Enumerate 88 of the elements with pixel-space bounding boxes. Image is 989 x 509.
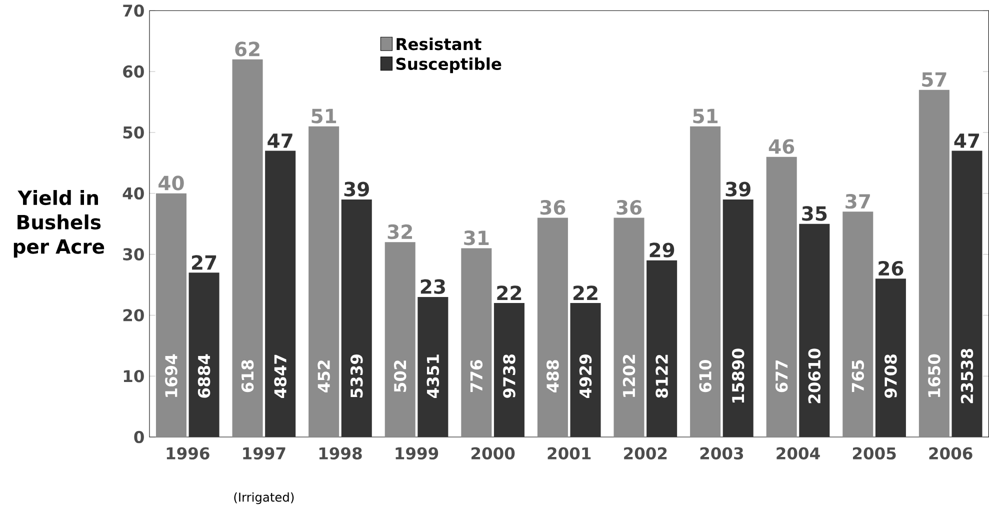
annotation: 452 xyxy=(318,360,330,393)
data-label: 36 xyxy=(616,200,642,215)
bar xyxy=(614,218,644,438)
bar xyxy=(766,157,797,438)
annotation: 9708 xyxy=(884,354,897,398)
bar xyxy=(494,303,524,438)
bar xyxy=(722,200,754,438)
data-label: 51 xyxy=(693,109,718,124)
data-label: 47 xyxy=(954,134,980,148)
y-tick-label: 0 xyxy=(134,431,144,444)
bar xyxy=(461,248,492,438)
annotation: 4847 xyxy=(274,354,286,398)
data-label: 39 xyxy=(726,182,750,197)
data-label: 37 xyxy=(846,194,870,209)
y-axis-title: Yield in Bushels per Acre xyxy=(14,190,104,258)
x-tick-label: 1996 xyxy=(166,447,210,460)
annotation: 488 xyxy=(546,360,559,393)
data-label: 35 xyxy=(802,206,827,222)
data-label: 40 xyxy=(158,176,184,191)
x-tick-label: 1998 xyxy=(319,447,362,460)
bar xyxy=(384,242,416,438)
annotation: 20610 xyxy=(808,348,821,404)
x-tick-label: 2000 xyxy=(472,447,515,460)
data-label: 23 xyxy=(420,279,445,294)
bar xyxy=(537,218,568,438)
annotation: 618 xyxy=(241,360,254,392)
annotation: 502 xyxy=(394,360,406,392)
annotation: 677 xyxy=(775,360,788,392)
legend-label: Resistant xyxy=(396,38,482,50)
bar xyxy=(188,272,220,438)
data-label: 27 xyxy=(192,255,216,270)
bar xyxy=(232,60,263,438)
x-tick-label: 2002 xyxy=(624,447,667,460)
annotation: 1694 xyxy=(165,354,178,398)
y-tick-label: 30 xyxy=(123,248,144,261)
annotation: 4351 xyxy=(426,354,440,398)
annotation: 23538 xyxy=(960,349,974,404)
data-label: 62 xyxy=(235,42,260,57)
x-tick-label: 2006 xyxy=(929,447,972,460)
y-tick-label: 20 xyxy=(123,309,144,322)
bar xyxy=(952,150,982,438)
bar xyxy=(799,224,830,438)
x-tick-label: 2003 xyxy=(700,447,744,460)
annotation: 9738 xyxy=(503,354,516,398)
bar xyxy=(918,90,950,438)
bar xyxy=(842,212,874,438)
bar xyxy=(646,260,678,438)
bar xyxy=(265,150,296,438)
x-tick-label: 1999 xyxy=(396,447,438,460)
text: (Irrigated) xyxy=(234,492,294,504)
x-tick-label: 2005 xyxy=(852,447,896,460)
annotation: 1650 xyxy=(928,354,940,398)
data-label: 22 xyxy=(497,286,522,300)
bar xyxy=(875,278,906,438)
annotation: 4929 xyxy=(579,354,592,398)
data-label: 31 xyxy=(464,230,489,246)
x-tick-label: 1997 xyxy=(243,447,286,460)
data-label: 47 xyxy=(268,134,292,148)
y-tick-label: 70 xyxy=(123,4,144,17)
y-tick-label: 50 xyxy=(123,126,144,139)
y-tick-label: 40 xyxy=(122,187,144,200)
data-label: 39 xyxy=(344,182,369,197)
bar xyxy=(418,297,448,438)
data-label: 22 xyxy=(574,286,598,300)
bar xyxy=(341,200,372,438)
annotation: 8122 xyxy=(656,355,668,398)
legend-label: Susceptible xyxy=(396,58,502,74)
y-tick-label: 60 xyxy=(123,66,144,78)
data-label: 57 xyxy=(922,72,946,88)
annotation: 15890 xyxy=(732,348,744,403)
bar xyxy=(690,126,721,438)
bar xyxy=(570,303,601,438)
y-tick-label: 10 xyxy=(124,370,144,382)
data-label: 51 xyxy=(312,109,336,124)
data-label: 32 xyxy=(388,224,412,240)
data-label: 29 xyxy=(650,242,674,258)
annotation: 1202 xyxy=(622,355,636,398)
data-label: 46 xyxy=(768,139,794,154)
x-tick-label: 2004 xyxy=(776,447,820,460)
data-label: 36 xyxy=(540,200,566,215)
annotation: 610 xyxy=(699,360,712,392)
annotation: 6884 xyxy=(198,354,210,398)
annotation: 5339 xyxy=(350,354,363,398)
annotation: 765 xyxy=(852,360,864,392)
x-tick-label: 2001 xyxy=(548,447,591,460)
data-label: 26 xyxy=(878,261,904,276)
annotation: 776 xyxy=(470,360,483,392)
bar xyxy=(308,126,340,438)
